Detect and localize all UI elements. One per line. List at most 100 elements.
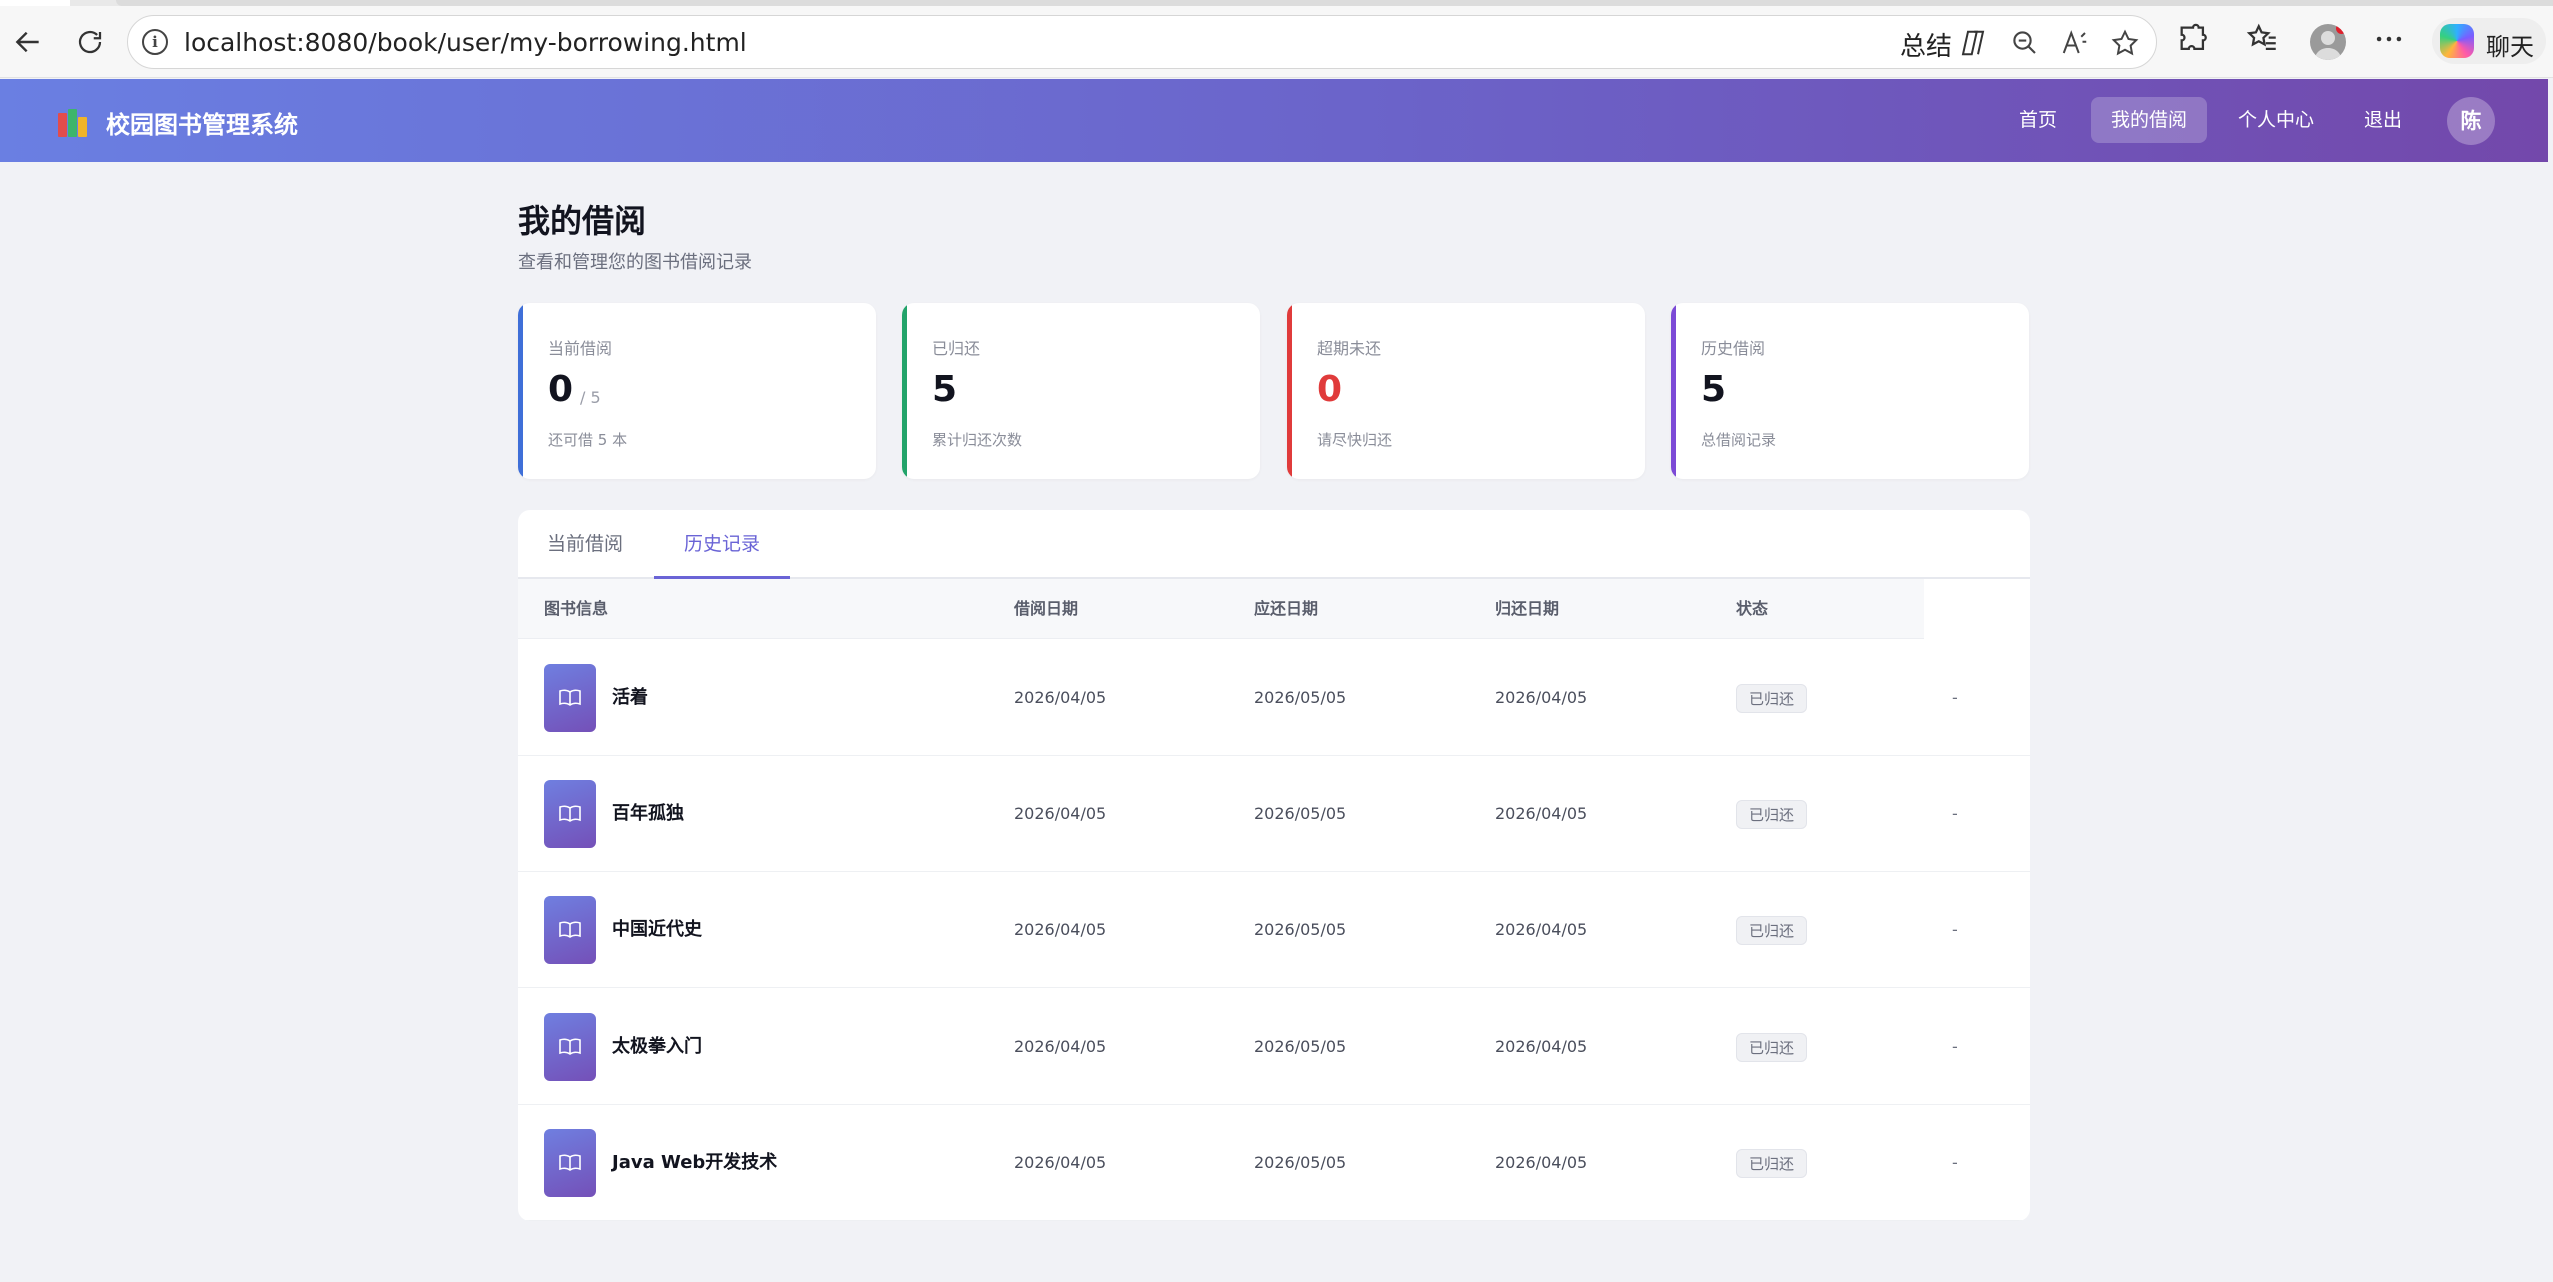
stat-value: 0 [1317, 369, 1343, 410]
read-aloud-icon[interactable] [2060, 28, 2090, 58]
tab-history[interactable]: 历史记录 [654, 510, 790, 579]
return-date: 2026/04/05 [1495, 804, 1588, 824]
back-icon[interactable] [8, 22, 48, 62]
book-title[interactable]: 中国近代史 [612, 919, 702, 941]
zoom-out-icon[interactable] [2010, 28, 2040, 58]
row-action: - [1952, 1152, 1958, 1172]
stat-label: 当前借阅 [548, 339, 613, 358]
status-badge: 已归还 [1736, 800, 1808, 830]
stat-accent-bar [518, 303, 523, 479]
copilot-logo-icon [2440, 24, 2474, 58]
borrow-date: 2026/04/05 [1014, 1152, 1107, 1172]
profile-avatar[interactable] [2310, 24, 2346, 60]
return-date: 2026/04/05 [1495, 688, 1588, 707]
stat-label: 已归还 [932, 339, 981, 358]
stat-card-returned: 已归还 5 累计归还次数 [902, 303, 1260, 479]
table-row: 太极拳入门 2026/04/05 2026/05/05 2026/04/05 已归还 - [518, 989, 2030, 1105]
tab-current-borrowing[interactable]: 当前借阅 [546, 533, 623, 555]
status-badge: 已归还 [1736, 1032, 1808, 1062]
return-date: 2026/04/05 [1495, 920, 1588, 940]
browser-toolbar: i localhost:8080/book/user/my-borrowing.… [0, 0, 2553, 78]
status-badge: 已归还 [1736, 916, 1808, 946]
table-row: 活着 2026/04/05 2026/05/05 2026/04/05 已归还 - [518, 640, 2030, 756]
nav-my-borrowing[interactable]: 我的借阅 [2091, 97, 2208, 143]
column-header-book: 图书信息 [544, 599, 609, 618]
tab-bar: 当前借阅 历史记录 [518, 510, 2030, 579]
borrow-date: 2026/04/05 [1014, 920, 1107, 940]
page-subtitle: 查看和管理您的图书借阅记录 [518, 252, 752, 273]
stat-accent-bar [902, 303, 907, 479]
borrow-date: 2026/04/05 [1014, 688, 1107, 707]
user-avatar[interactable]: 陈 [2447, 97, 2495, 145]
due-date: 2026/05/05 [1254, 804, 1347, 824]
row-action: - [1952, 1036, 1958, 1056]
return-date: 2026/04/05 [1495, 1036, 1588, 1056]
favorites-list-icon[interactable] [2246, 22, 2282, 58]
table-header: 图书信息 借阅日期 应还日期 归还日期 状态 [518, 579, 1924, 639]
book-title[interactable]: Java Web开发技术 [612, 1151, 778, 1173]
more-options-icon[interactable] [2372, 22, 2408, 58]
brand[interactable]: 校园图书管理系统 [58, 105, 298, 140]
book-cover-icon [544, 1012, 596, 1081]
address-bar[interactable]: i localhost:8080/book/user/my-borrowing.… [127, 15, 2157, 69]
row-action: - [1952, 804, 1958, 824]
stat-value: 5 [932, 369, 958, 410]
summarize-button[interactable]: 总结 [1900, 32, 1953, 62]
stat-value: 5 [1701, 369, 1727, 410]
tab-strip [0, 0, 2553, 6]
stat-value: 0 [548, 369, 574, 410]
book-title[interactable]: 太极拳入门 [612, 1035, 702, 1057]
stat-hint: 请尽快归还 [1317, 431, 1393, 449]
url-text[interactable]: localhost:8080/book/user/my-borrowing.ht… [184, 28, 747, 57]
nav-home[interactable]: 首页 [2019, 109, 2058, 131]
nav-profile[interactable]: 个人中心 [2238, 109, 2315, 131]
extensions-icon[interactable] [2176, 22, 2212, 58]
due-date: 2026/05/05 [1254, 688, 1347, 707]
column-header-status: 状态 [1736, 599, 1769, 618]
stat-label: 超期未还 [1317, 339, 1382, 358]
column-header-return-date: 归还日期 [1495, 599, 1560, 618]
reload-icon[interactable] [70, 22, 110, 62]
app-title: 校园图书管理系统 [106, 111, 298, 139]
borrow-date: 2026/04/05 [1014, 1036, 1107, 1056]
book-cover-icon [544, 896, 596, 965]
due-date: 2026/05/05 [1254, 1036, 1347, 1056]
stat-total: / 5 [580, 388, 601, 407]
nav-logout[interactable]: 退出 [2364, 109, 2403, 131]
copilot-summarize-icon[interactable] [1958, 28, 1988, 58]
row-action: - [1952, 688, 1958, 707]
stat-accent-bar [1287, 303, 1292, 479]
book-cover-icon [544, 1128, 596, 1197]
app-header: 校园图书管理系统 首页 我的借阅 个人中心 退出 陈 [0, 79, 2548, 162]
stat-label: 历史借阅 [1701, 339, 1766, 358]
site-info-icon[interactable]: i [142, 29, 168, 55]
favorite-star-icon[interactable] [2110, 28, 2140, 58]
notification-dot [2336, 24, 2346, 34]
stat-hint: 还可借 5 本 [548, 431, 628, 449]
copilot-chat-button[interactable]: 聊天 [2432, 18, 2546, 64]
table-row: Java Web开发技术 2026/04/05 2026/05/05 2026/04/… [518, 1105, 2030, 1221]
stat-card-current: 当前借阅 0 / 5 还可借 5 本 [518, 303, 876, 479]
column-header-due-date: 应还日期 [1254, 599, 1319, 618]
stat-hint: 总借阅记录 [1701, 431, 1777, 449]
return-date: 2026/04/05 [1495, 1152, 1588, 1172]
table-row: 百年孤独 2026/04/05 2026/05/05 2026/04/05 已归还 - [518, 756, 2030, 873]
borrow-date: 2026/04/05 [1014, 804, 1107, 824]
row-action: - [1952, 920, 1958, 940]
stat-card-overdue: 超期未还 0 请尽快归还 [1287, 303, 1645, 479]
book-cover-icon [544, 780, 596, 849]
borrowing-panel: 当前借阅 历史记录 图书信息 借阅日期 应还日期 归还日期 状态 活着 2026/… [518, 510, 2030, 1221]
page-title: 我的借阅 [518, 202, 647, 240]
stat-accent-bar [1671, 303, 1676, 479]
due-date: 2026/05/05 [1254, 1152, 1347, 1172]
stat-card-history: 历史借阅 5 总借阅记录 [1671, 303, 2029, 479]
stat-hint: 累计归还次数 [932, 431, 1023, 449]
copilot-chat-label: 聊天 [2486, 33, 2534, 61]
table-row: 中国近代史 2026/04/05 2026/05/05 2026/04/05 已归还 - [518, 872, 2030, 989]
due-date: 2026/05/05 [1254, 920, 1347, 940]
book-title[interactable]: 活着 [612, 687, 648, 708]
column-header-borrow-date: 借阅日期 [1014, 599, 1079, 618]
books-logo-icon [58, 108, 87, 137]
book-title[interactable]: 百年孤独 [612, 803, 684, 825]
book-cover-icon [544, 664, 596, 732]
